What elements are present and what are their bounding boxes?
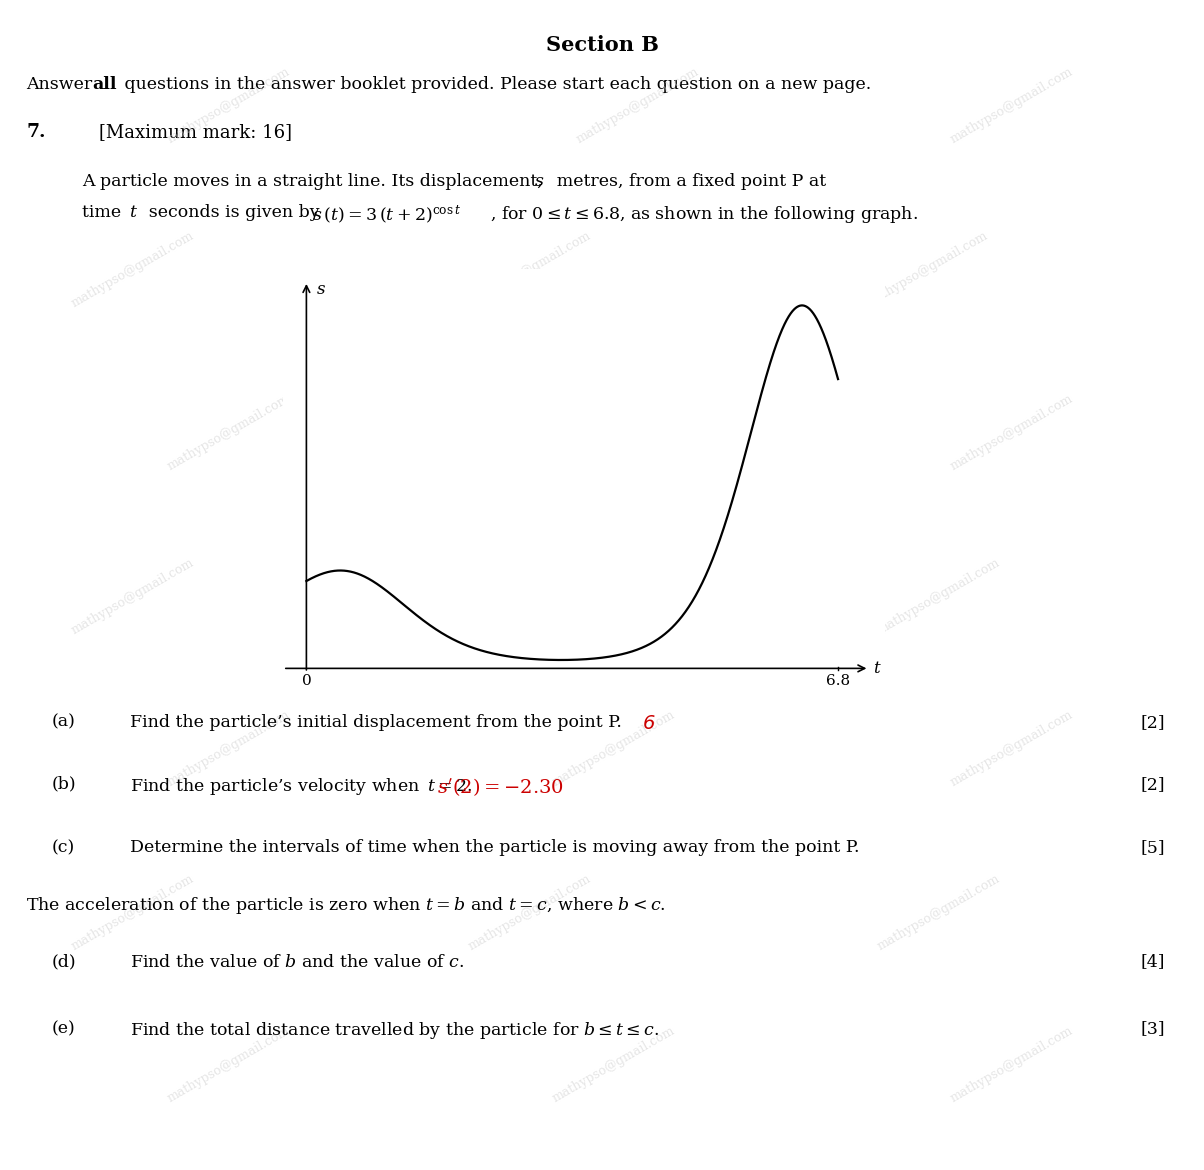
Text: mathypso@gmail.com: mathypso@gmail.com xyxy=(948,64,1075,146)
Text: mathypso@gmail.com: mathypso@gmail.com xyxy=(466,872,594,954)
Text: [5]: [5] xyxy=(1141,839,1165,856)
Text: mathypso@gmail.com: mathypso@gmail.com xyxy=(165,1024,293,1106)
Text: Find the particle’s initial displacement from the point P.: Find the particle’s initial displacement… xyxy=(130,714,631,731)
Text: mathypso@gmail.com: mathypso@gmail.com xyxy=(165,64,293,146)
Text: mathypso@gmail.com: mathypso@gmail.com xyxy=(863,228,991,310)
Text: mathypso@gmail.com: mathypso@gmail.com xyxy=(69,228,196,310)
Text: Section B: Section B xyxy=(545,35,659,55)
Text: 7.: 7. xyxy=(26,123,46,140)
Text: time: time xyxy=(82,204,130,221)
Text: $\mathit{s}^{\prime}(2) {=} {-}2.30$: $\mathit{s}^{\prime}(2) {=} {-}2.30$ xyxy=(437,776,563,798)
Text: 0: 0 xyxy=(301,674,312,688)
Text: $t$: $t$ xyxy=(873,660,881,677)
Text: $s$: $s$ xyxy=(315,281,326,298)
Text: , for $0 \leq t \leq 6.8$, as shown in the following graph.: , for $0 \leq t \leq 6.8$, as shown in t… xyxy=(490,204,919,225)
Text: mathypso@gmail.com: mathypso@gmail.com xyxy=(550,1024,678,1106)
Text: [4]: [4] xyxy=(1141,954,1165,971)
Text: 6.8: 6.8 xyxy=(826,674,850,688)
Text: questions in the answer booklet provided. Please start each question on a new pa: questions in the answer booklet provided… xyxy=(119,76,872,94)
Text: mathypso@gmail.com: mathypso@gmail.com xyxy=(574,64,702,146)
Text: mathypso@gmail.com: mathypso@gmail.com xyxy=(550,392,678,474)
Text: s: s xyxy=(535,173,543,191)
Text: [3]: [3] xyxy=(1141,1020,1165,1038)
Text: metres, from a fixed point P at: metres, from a fixed point P at xyxy=(548,173,826,191)
Text: Determine the intervals of time when the particle is moving away from the point : Determine the intervals of time when the… xyxy=(130,839,860,856)
Text: (c): (c) xyxy=(52,839,75,856)
Text: $s\,(t) = 3\,(t+2)^{\cos t}$: $s\,(t) = 3\,(t+2)^{\cos t}$ xyxy=(312,204,461,226)
Text: mathypso@gmail.com: mathypso@gmail.com xyxy=(948,1024,1075,1106)
Text: mathypso@gmail.com: mathypso@gmail.com xyxy=(69,872,196,954)
Text: mathypso@gmail.com: mathypso@gmail.com xyxy=(165,708,293,790)
Text: mathypso@gmail.com: mathypso@gmail.com xyxy=(875,556,1003,638)
Text: Find the particle’s velocity when $t = 2$.: Find the particle’s velocity when $t = 2… xyxy=(130,776,472,797)
Text: seconds is given by: seconds is given by xyxy=(140,204,327,221)
Text: The acceleration of the particle is zero when $t = b$ and $t = c$, where $b < c$: The acceleration of the particle is zero… xyxy=(26,895,666,916)
Text: Answer: Answer xyxy=(26,76,99,94)
Text: Find the total distance travelled by the particle for $b \leq t \leq c$.: Find the total distance travelled by the… xyxy=(130,1020,660,1041)
Text: mathypso@gmail.com: mathypso@gmail.com xyxy=(165,392,293,474)
Text: Find the value of $b$ and the value of $c$.: Find the value of $b$ and the value of $… xyxy=(130,954,465,971)
Text: A particle moves in a straight line. Its displacement,: A particle moves in a straight line. Its… xyxy=(82,173,551,191)
Text: [2]: [2] xyxy=(1141,714,1165,731)
Text: [Maximum mark: 16]: [Maximum mark: 16] xyxy=(99,123,291,140)
Text: mathypso@gmail.com: mathypso@gmail.com xyxy=(550,708,678,790)
Text: (b): (b) xyxy=(52,776,76,793)
Text: mathypso@gmail.com: mathypso@gmail.com xyxy=(875,872,1003,954)
Text: mathypso@gmail.com: mathypso@gmail.com xyxy=(69,556,196,638)
Text: (d): (d) xyxy=(52,954,76,971)
Text: mathypso@gmail.com: mathypso@gmail.com xyxy=(948,708,1075,790)
Text: [2]: [2] xyxy=(1141,776,1165,793)
Text: t: t xyxy=(129,204,136,221)
Text: (a): (a) xyxy=(52,714,76,731)
Text: 6: 6 xyxy=(643,714,655,732)
Text: mathypso@gmail.com: mathypso@gmail.com xyxy=(948,392,1075,474)
Text: all: all xyxy=(93,76,117,94)
Text: mathypso@gmail.com: mathypso@gmail.com xyxy=(466,228,594,310)
Text: mathypso@gmail.com: mathypso@gmail.com xyxy=(466,556,594,638)
Text: (e): (e) xyxy=(52,1020,76,1038)
